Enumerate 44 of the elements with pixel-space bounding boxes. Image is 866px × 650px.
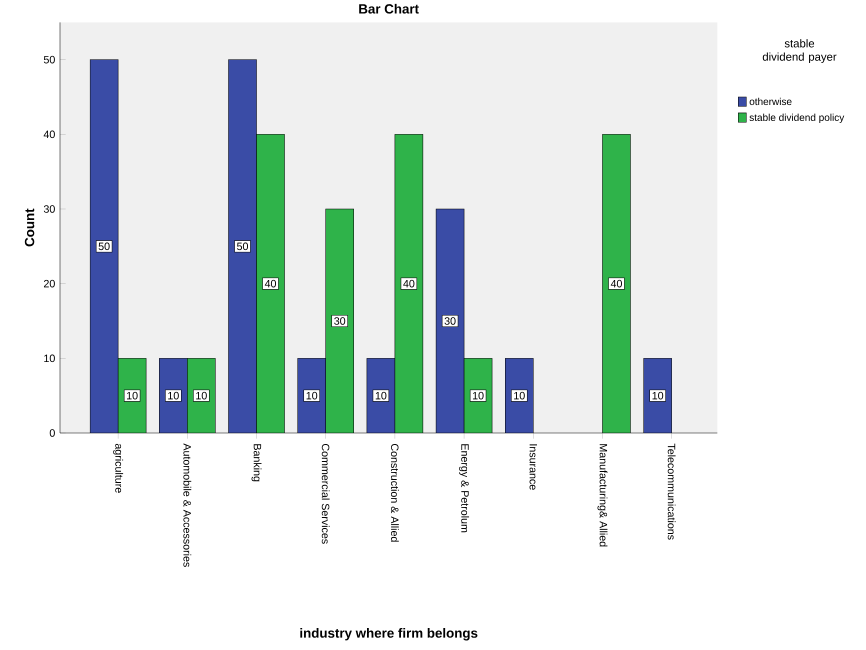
data-label: 10 bbox=[127, 392, 138, 400]
bar bbox=[436, 209, 464, 433]
x-tick-label: Energy & Petrolum bbox=[459, 444, 470, 532]
data-label: 30 bbox=[334, 317, 346, 325]
bar bbox=[298, 358, 326, 433]
y-tick-label: 0 bbox=[50, 429, 55, 437]
legend-label: stable dividend policy bbox=[750, 114, 844, 123]
y-tick-label: 40 bbox=[44, 130, 55, 138]
data-label: 10 bbox=[168, 392, 179, 400]
bar bbox=[90, 60, 118, 433]
y-tick-label: 50 bbox=[44, 56, 55, 64]
x-tick-label: Manufacturing& Allied bbox=[597, 444, 608, 546]
bar bbox=[505, 358, 534, 433]
data-label: 40 bbox=[403, 280, 414, 288]
bar bbox=[228, 60, 257, 433]
data-label: 50 bbox=[98, 242, 110, 250]
data-label: 10 bbox=[196, 392, 207, 400]
chart-title: Bar Chart bbox=[359, 4, 419, 14]
data-label: 10 bbox=[376, 392, 386, 400]
data-label: 40 bbox=[610, 280, 622, 288]
data-label: 10 bbox=[652, 392, 664, 400]
y-tick-label: 20 bbox=[44, 280, 55, 288]
x-tick-label: Insurance bbox=[530, 444, 537, 490]
data-label: 10 bbox=[472, 392, 484, 400]
data-label: 10 bbox=[306, 392, 318, 400]
x-tick-label: Automobile & Accessories bbox=[183, 443, 192, 567]
y-tick-label: 10 bbox=[44, 354, 55, 362]
y-axis-title: Count bbox=[24, 208, 34, 246]
x-tick-label: Telecommunications bbox=[668, 444, 676, 540]
x-tick-label: Construction & Allied bbox=[390, 444, 399, 542]
x-axis-title: industry where firm belongs bbox=[300, 628, 478, 640]
x-tick-label: Banking bbox=[252, 444, 262, 482]
data-label: 50 bbox=[236, 242, 248, 250]
legend-title: stable dividend payer bbox=[762, 39, 836, 64]
x-tick-label: agriculture bbox=[113, 444, 124, 493]
bar bbox=[159, 358, 188, 433]
bar bbox=[643, 358, 672, 433]
y-tick-label: 30 bbox=[44, 205, 55, 213]
data-label: 30 bbox=[444, 317, 456, 325]
data-label: 40 bbox=[264, 280, 276, 288]
data-label: 10 bbox=[514, 392, 525, 400]
bar bbox=[366, 358, 395, 433]
x-tick-label: Commercial Services bbox=[322, 444, 330, 544]
legend-label: otherwise bbox=[750, 98, 792, 106]
